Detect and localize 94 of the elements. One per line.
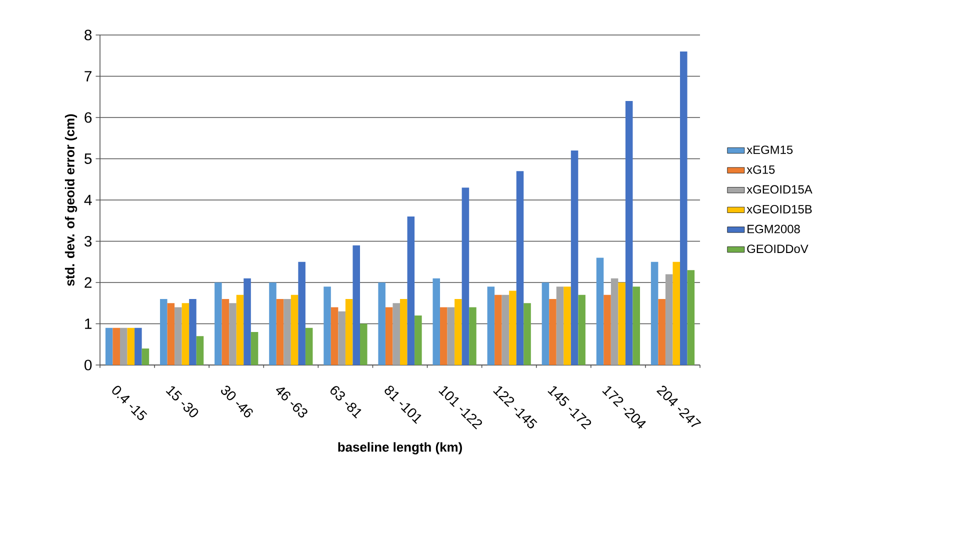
bar bbox=[236, 294, 244, 365]
bar bbox=[134, 328, 142, 365]
bar bbox=[167, 303, 175, 365]
bar bbox=[447, 307, 455, 365]
bar bbox=[189, 299, 196, 365]
bar bbox=[360, 324, 368, 365]
bar bbox=[462, 188, 470, 365]
x-tick-label: 204 -247 bbox=[656, 386, 702, 428]
bar bbox=[127, 328, 135, 365]
bar bbox=[542, 282, 550, 365]
bar bbox=[222, 299, 230, 365]
y-tick-label: 5 bbox=[84, 154, 92, 164]
bar bbox=[174, 307, 182, 365]
legend-label: EGM2008 bbox=[748, 224, 800, 234]
bar bbox=[385, 307, 393, 365]
bar bbox=[330, 307, 338, 365]
bar bbox=[392, 303, 400, 365]
bar bbox=[250, 332, 258, 365]
x-tick-label: 63 -81 bbox=[330, 386, 362, 418]
bar bbox=[160, 299, 168, 365]
legend-label: xG15 bbox=[746, 165, 775, 174]
bar bbox=[672, 262, 680, 365]
y-tick-label: 0 bbox=[84, 360, 92, 370]
bar bbox=[604, 294, 611, 365]
x-tick-label: 122 -145 bbox=[493, 386, 538, 428]
bar bbox=[549, 299, 556, 365]
bar bbox=[112, 328, 120, 365]
x-tick-label: 30 -46 bbox=[221, 386, 253, 418]
y-tick-label: 4 bbox=[84, 194, 92, 206]
y-tick-label: 2 bbox=[84, 277, 92, 288]
bar bbox=[407, 216, 415, 365]
x-tick-label: 15 -30 bbox=[166, 386, 198, 418]
y-tick-label: 6 bbox=[84, 112, 92, 123]
y-tick-label: 8 bbox=[84, 30, 92, 40]
bar bbox=[305, 328, 313, 365]
bar bbox=[432, 278, 440, 365]
bar bbox=[650, 262, 658, 365]
bar bbox=[269, 282, 276, 365]
bar bbox=[658, 299, 666, 365]
bar bbox=[298, 262, 306, 365]
bar bbox=[182, 303, 190, 365]
bar bbox=[440, 307, 448, 365]
x-axis-title: baseline length (km) bbox=[338, 442, 462, 454]
bar bbox=[596, 258, 604, 365]
bar bbox=[454, 299, 462, 365]
bar bbox=[578, 294, 586, 365]
bar bbox=[196, 336, 204, 365]
bar bbox=[570, 150, 578, 365]
x-tick-label: 0.4 -15 bbox=[112, 386, 148, 420]
bar bbox=[625, 101, 633, 365]
y-tick-label: 7 bbox=[84, 71, 92, 82]
bar bbox=[632, 286, 640, 365]
bar bbox=[105, 328, 113, 365]
x-tick-label: 101 -122 bbox=[438, 386, 482, 430]
legend-label: xGEOID15A bbox=[746, 185, 812, 194]
x-tick-label: 81 -101 bbox=[384, 386, 422, 424]
legend-label: xEGM15 bbox=[746, 146, 793, 154]
bar bbox=[680, 52, 688, 365]
bar bbox=[276, 299, 284, 365]
bar bbox=[487, 286, 495, 365]
x-tick-label: 145 -172 bbox=[548, 386, 592, 430]
bar bbox=[324, 286, 331, 365]
bar bbox=[502, 294, 510, 365]
bar bbox=[509, 290, 516, 365]
bar bbox=[244, 278, 251, 365]
bar bbox=[214, 282, 222, 365]
legend-label: xGEOID15B bbox=[746, 204, 812, 214]
bar bbox=[556, 286, 564, 365]
bar bbox=[378, 282, 386, 365]
bar bbox=[352, 245, 360, 365]
bar bbox=[120, 328, 128, 365]
bar bbox=[665, 274, 673, 365]
bar bbox=[229, 303, 236, 365]
bar bbox=[345, 299, 353, 365]
bar bbox=[414, 316, 422, 365]
bar bbox=[142, 348, 150, 365]
x-tick-label: 172 -204 bbox=[602, 386, 646, 429]
bar bbox=[338, 311, 346, 365]
bar bbox=[469, 307, 476, 365]
y-tick-label: 1 bbox=[85, 318, 92, 329]
x-tick-label: 46 -63 bbox=[276, 388, 308, 418]
y-tick-label: 3 bbox=[84, 236, 92, 247]
bar bbox=[284, 299, 291, 365]
y-axis-title: std. dev. of geoid error (cm) bbox=[64, 114, 78, 286]
bar bbox=[516, 171, 524, 365]
bar bbox=[524, 303, 531, 365]
bar bbox=[494, 294, 502, 365]
bar bbox=[687, 270, 695, 365]
bar bbox=[610, 278, 618, 365]
bar bbox=[400, 299, 408, 365]
bar bbox=[290, 294, 298, 365]
legend-label: GEOIDDoV bbox=[747, 244, 808, 254]
bar bbox=[564, 286, 571, 365]
bar bbox=[618, 282, 626, 365]
